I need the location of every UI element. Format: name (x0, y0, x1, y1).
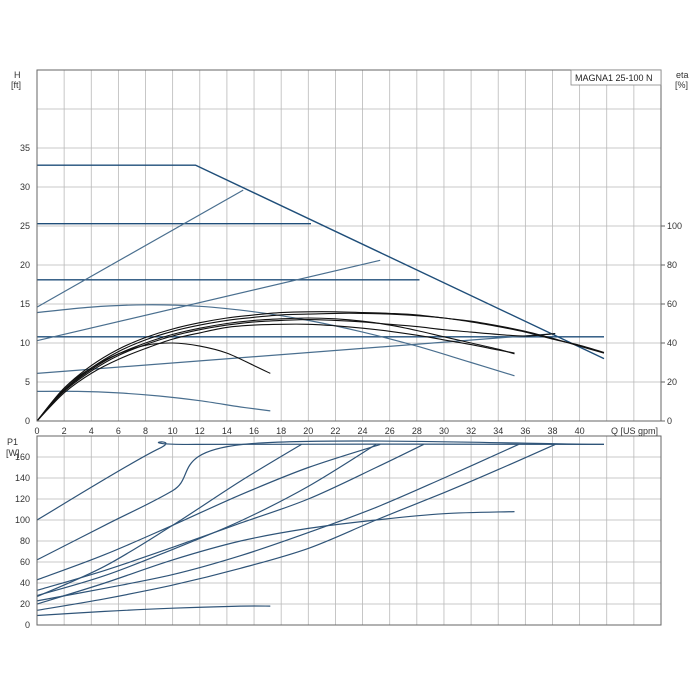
x-tick-label: 12 (195, 426, 205, 436)
x-tick-label: 8 (143, 426, 148, 436)
x-tick-label: 20 (303, 426, 313, 436)
x-tick-label: 34 (493, 426, 503, 436)
x-axis-label-q: Q [US gpm] (611, 426, 658, 436)
y-axis-label-p1-unit: [W] (6, 448, 20, 458)
power-curve (36, 443, 424, 591)
y-tick-label: 0 (25, 416, 30, 426)
y2-tick-label: 100 (667, 221, 682, 231)
y-tick-label: 20 (20, 260, 30, 270)
y-tick-label: 35 (20, 143, 30, 153)
top-plot-frame (36, 69, 662, 422)
y-tick-label: 120 (15, 494, 30, 504)
power-curve (36, 605, 271, 617)
x-tick-label: 14 (222, 426, 232, 436)
bottom-y-tick-labels: 0 20 40 60 80 100 120 140 160 (15, 452, 30, 630)
y-tick-label: 15 (20, 299, 30, 309)
model-label: MAGNA1 25-100 N (575, 73, 653, 83)
y2-axis-label-eta-unit: [%] (675, 80, 688, 90)
y2-tick-label: 0 (667, 416, 672, 426)
x-tick-label: 4 (89, 426, 94, 436)
y-tick-label: 20 (20, 599, 30, 609)
x-tick-label: 28 (412, 426, 422, 436)
power-curve (36, 440, 605, 561)
x-tick-label: 24 (358, 426, 368, 436)
x-tick-label: 22 (330, 426, 340, 436)
head-curve (36, 304, 515, 377)
efficiency-curves (36, 311, 605, 422)
y2-tick-label: 20 (667, 377, 677, 387)
power-curve (36, 441, 605, 521)
power-curves (36, 440, 605, 617)
y2-tick-label: 40 (667, 338, 677, 348)
power-plot: 0 20 40 60 80 100 120 140 160 P1 [W] (6, 435, 662, 630)
model-label-box (570, 69, 662, 86)
y-tick-label: 60 (20, 557, 30, 567)
efficiency-curve (36, 312, 605, 422)
x-tick-label: 6 (116, 426, 121, 436)
efficiency-curve (36, 311, 605, 422)
top-y-tick-labels: 0 5 10 15 20 25 30 35 (20, 143, 30, 426)
y2-tick-label: 60 (667, 299, 677, 309)
efficiency-curve (36, 317, 515, 422)
x-tick-label: 16 (249, 426, 259, 436)
head-curve (36, 189, 244, 308)
x-tick-label: 26 (385, 426, 395, 436)
power-curve (36, 443, 302, 598)
power-curve (36, 443, 519, 602)
head-curve (36, 333, 556, 374)
y-tick-label: 140 (15, 473, 30, 483)
x-tick-label: 36 (520, 426, 530, 436)
x-tick-label: 38 (547, 426, 557, 436)
y-tick-label: 100 (15, 515, 30, 525)
x-tick-label: 10 (168, 426, 178, 436)
x-tick-label: 30 (439, 426, 449, 436)
y-tick-label: 25 (20, 221, 30, 231)
y-axis-label-p1: P1 (7, 437, 18, 447)
y-axis-label-h: H (14, 70, 21, 80)
y-axis-label-h-unit: [ft] (11, 80, 21, 90)
y-tick-label: 80 (20, 536, 30, 546)
bottom-plot-frame (36, 435, 662, 626)
y-tick-label: 30 (20, 182, 30, 192)
power-curve (36, 511, 515, 605)
efficiency-curve (36, 323, 515, 422)
head-efficiency-plot: 0 2 4 6 8 10 12 14 16 18 20 22 24 26 28 30 32 34 36 38 40 05… (11, 69, 689, 436)
top-y2-tick-labels: 0 20 40 60 80 100 (661, 221, 682, 426)
x-tick-label: 32 (466, 426, 476, 436)
efficiency-curve (36, 319, 556, 422)
top-x-tick-labels: 0 2 4 6 8 10 12 14 16 18 20 22 24 26 28 30 32 34 36 38 40 (34, 426, 584, 436)
y2-axis-label-eta: eta (676, 70, 689, 80)
power-curve (36, 443, 556, 611)
head-limit-line (37, 164, 605, 360)
x-tick-label: 2 (62, 426, 67, 436)
x-tick-label: 40 (575, 426, 585, 436)
head-curve (36, 259, 381, 342)
y2-tick-label: 80 (667, 260, 677, 270)
head-curves (36, 164, 605, 412)
y-tick-label: 40 (20, 578, 30, 588)
y-tick-label: 10 (20, 338, 30, 348)
head-curve (36, 390, 271, 412)
top-grid (36, 69, 662, 422)
y-tick-label: 5 (25, 377, 30, 387)
x-tick-label: 18 (276, 426, 286, 436)
y-tick-label: 160 (15, 452, 30, 462)
y-tick-label: 0 (25, 620, 30, 630)
power-curve (36, 443, 381, 581)
x-tick-label: 0 (34, 426, 39, 436)
